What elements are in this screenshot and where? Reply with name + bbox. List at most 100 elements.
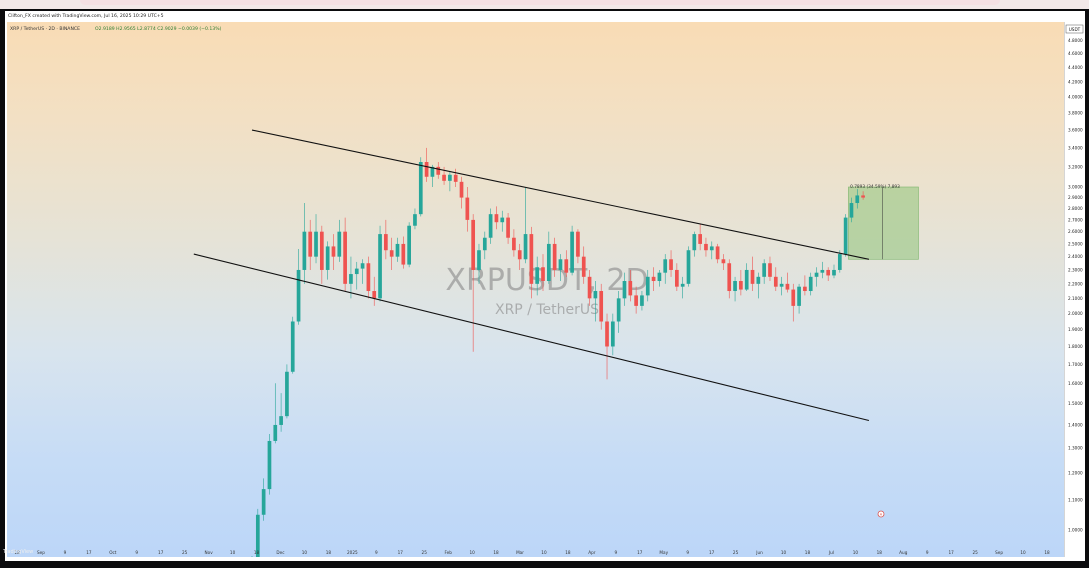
- candle-body-down: [628, 281, 633, 296]
- candle-body-up: [640, 295, 644, 306]
- candle: [570, 225, 574, 276]
- candle: [459, 176, 464, 209]
- candle-body-up: [354, 268, 359, 275]
- candle: [832, 264, 836, 279]
- candle-body-up: [616, 298, 621, 322]
- candle-body-up: [285, 371, 289, 417]
- time-label: 17: [949, 550, 955, 555]
- candle-body-up: [302, 231, 307, 270]
- candle-body-up: [482, 237, 487, 251]
- price-label: 1.9000: [1068, 327, 1083, 332]
- candle: [849, 197, 854, 223]
- candle: [791, 283, 796, 322]
- currency-label: USDT: [1069, 27, 1081, 32]
- candle-body-up: [744, 269, 749, 290]
- price-label: 4.4000: [1068, 65, 1083, 70]
- candle-body-down: [372, 291, 377, 299]
- trendline-upper[interactable]: [251, 129, 870, 260]
- time-label: Feb: [444, 550, 452, 555]
- price-label: 3.6000: [1068, 128, 1083, 133]
- candle-body-up: [261, 489, 266, 515]
- candle-body-down: [727, 263, 732, 292]
- symbol-legend: XRP / TetherUS · 2D · BINANCE O2.9189 H2…: [10, 26, 222, 32]
- price-axis[interactable]: USDT 4.8000 4.6000 4.4000 4.2000 4.0000 3.800…: [1064, 22, 1085, 557]
- time-label: 10: [469, 550, 475, 555]
- candle: [506, 213, 510, 244]
- candle-body-down: [715, 246, 720, 260]
- candle-body-up: [314, 231, 318, 257]
- candle: [593, 281, 598, 322]
- time-label: May: [659, 550, 668, 555]
- time-label: 25: [422, 550, 428, 555]
- candle: [843, 214, 848, 257]
- alert-icon-glyph: A: [880, 513, 883, 517]
- plot-area[interactable]: XRP / TetherUS · 2D · BINANCE O2.9189 H2…: [7, 22, 1064, 557]
- candle-body-down: [861, 195, 865, 198]
- price-label: 1.8000: [1068, 344, 1083, 349]
- candle-body-down: [459, 181, 464, 198]
- candle: [628, 269, 633, 302]
- candle-body-down: [564, 259, 569, 273]
- candle-body-up: [325, 246, 330, 270]
- candle: [418, 157, 423, 217]
- candle-body-up: [663, 259, 668, 273]
- candle-body-down: [739, 281, 743, 290]
- candle: [308, 219, 313, 270]
- candle-body-up: [837, 254, 842, 270]
- price-label: 3.0000: [1068, 185, 1083, 190]
- candle-body-up: [477, 250, 481, 270]
- currency-badge: [1065, 24, 1084, 34]
- time-label: 10: [781, 550, 787, 555]
- candle: [861, 191, 865, 200]
- candle-body-down: [471, 219, 476, 270]
- candle: [500, 210, 505, 232]
- candle: [634, 286, 638, 314]
- price-label: 2.5000: [1068, 241, 1083, 246]
- price-label: 2.7000: [1068, 217, 1083, 222]
- candle-body-up: [273, 424, 278, 441]
- price-label: 1.0000: [1068, 528, 1083, 533]
- candle: [395, 237, 400, 262]
- price-label: 1.1000: [1068, 498, 1083, 503]
- candle-body-down: [494, 214, 499, 223]
- time-label: 18: [877, 550, 883, 555]
- candle: [663, 254, 668, 284]
- candle: [354, 261, 359, 290]
- candle: [587, 269, 592, 306]
- alert-icon[interactable]: [877, 510, 885, 518]
- time-label: 17: [86, 550, 92, 555]
- candle-body-down: [343, 231, 347, 284]
- candle-body-up: [843, 217, 848, 255]
- candle-body-up: [267, 440, 272, 490]
- candle-body-down: [401, 243, 406, 265]
- candle-body-down: [826, 269, 831, 276]
- time-label: 18: [565, 550, 571, 555]
- candle-body-down: [541, 267, 545, 282]
- candle: [785, 272, 790, 293]
- candle: [564, 250, 569, 277]
- candle: [517, 243, 522, 270]
- measure-box[interactable]: [848, 186, 919, 260]
- candle-body-up: [430, 166, 435, 177]
- candle: [366, 256, 371, 299]
- candle-body-up: [692, 234, 697, 251]
- candle: [319, 225, 324, 284]
- time-label: 9: [615, 550, 618, 555]
- time-label: 9: [135, 550, 138, 555]
- candle: [837, 250, 842, 273]
- candle-body-down: [803, 286, 807, 292]
- candle: [267, 433, 272, 495]
- candlestick-chart: XRP / TetherUS · 2D · BINANCE O2.9189 H2…: [10, 26, 1050, 557]
- time-label: 9: [375, 550, 378, 555]
- price-label: 4.0000: [1068, 95, 1083, 100]
- candle: [285, 364, 289, 419]
- candle: [576, 229, 580, 264]
- candle: [378, 225, 382, 302]
- candle-body-up: [500, 217, 505, 223]
- candle: [610, 313, 615, 356]
- price-label: 2.9000: [1068, 195, 1083, 200]
- time-axis: 18 Sep 9 17 Oct 9 17 25 Nov 10 18 Dec 10 18 2025 9 17 25 F…: [14, 550, 1050, 555]
- trendline-lower[interactable]: [193, 253, 870, 422]
- price-label: 2.3000: [1068, 267, 1083, 272]
- chart-frame: Clifton_FX created with TradingView.com,…: [5, 11, 1085, 561]
